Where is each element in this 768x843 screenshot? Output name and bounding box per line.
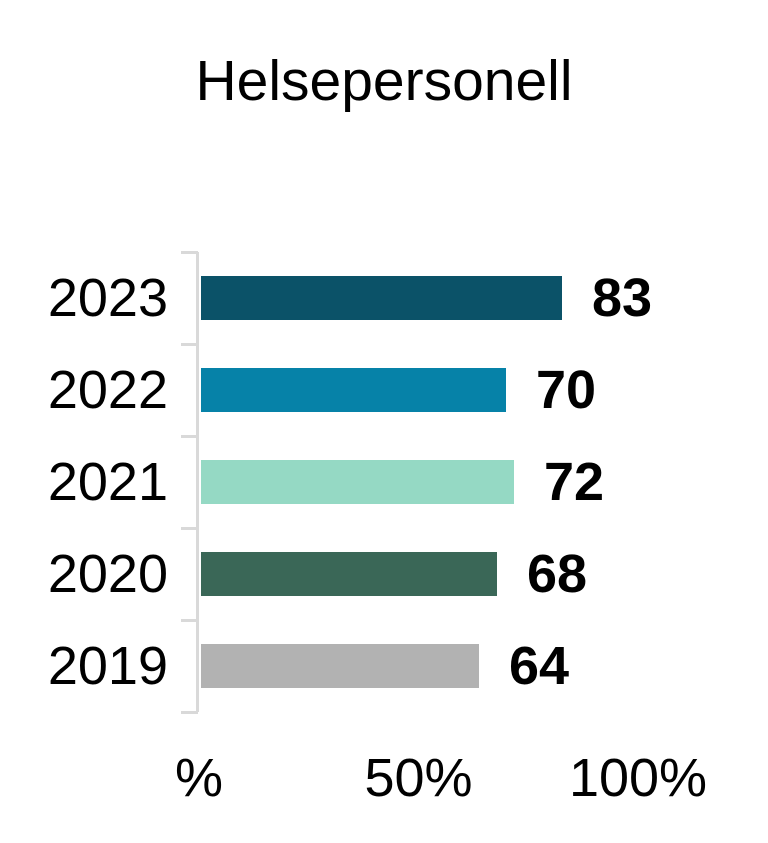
chart-title: Helsepersonell (195, 49, 573, 113)
bar-2022 (201, 368, 506, 412)
value-label-2021: 72 (544, 452, 605, 512)
value-label-2022: 70 (536, 360, 597, 420)
category-label-2020: 2020 (47, 544, 168, 604)
y-axis-tick (181, 527, 198, 530)
x-tick-label-100: 100% (568, 748, 708, 808)
category-label-2019: 2019 (47, 636, 168, 696)
bar-2019 (201, 644, 479, 688)
x-tick-label-50: 50% (364, 748, 473, 808)
y-axis-tick (181, 251, 198, 254)
y-axis-tick (181, 619, 198, 622)
category-label-2023: 2023 (47, 268, 168, 328)
value-label-2019: 64 (509, 636, 570, 696)
value-label-2023: 83 (592, 268, 653, 328)
bar-2023 (201, 276, 562, 320)
y-axis-line (196, 252, 199, 712)
bar-2021 (201, 460, 514, 504)
y-axis-tick (181, 711, 198, 714)
category-label-2022: 2022 (47, 360, 168, 420)
category-label-2021: 2021 (47, 452, 168, 512)
y-axis-tick (181, 435, 198, 438)
y-axis-tick (181, 343, 198, 346)
bar-2020 (201, 552, 497, 596)
x-tick-label-0: % (174, 748, 224, 808)
value-label-2020: 68 (527, 544, 588, 604)
